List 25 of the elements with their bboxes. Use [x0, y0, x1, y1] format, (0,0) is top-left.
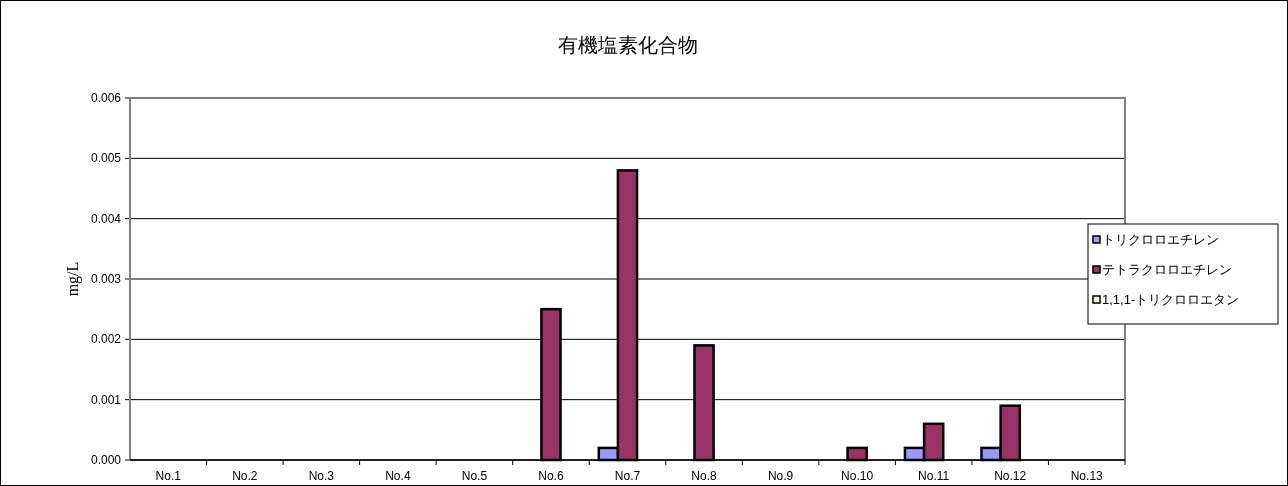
legend-label: トリクロロエチレン	[1102, 232, 1219, 247]
y-tick-label: 0.002	[90, 332, 122, 347]
chart-title: 有機塩素化合物	[557, 34, 698, 56]
x-tick-label: No.4	[385, 469, 411, 483]
y-tick-label: 0.006	[90, 91, 122, 105]
x-tick-label: No.1	[155, 469, 182, 483]
x-tick-label: No.10	[841, 469, 874, 483]
x-tick-label: No.7	[614, 469, 641, 483]
x-tick-label: No.11	[918, 469, 950, 483]
x-tick-label: No.5	[461, 469, 488, 483]
y-tick-label: 0.000	[90, 453, 122, 467]
y-axis-title: mg/L	[64, 261, 82, 297]
x-tick-label: No.3	[308, 469, 335, 483]
legend-label: テトラクロロエチレン	[1102, 262, 1232, 277]
legend-label: 1,1,1-トリクロロエタン	[1102, 292, 1240, 307]
x-tick-label: No.13	[1070, 469, 1104, 483]
x-tick-label: No.9	[767, 469, 794, 483]
x-tick-label: No.6	[538, 469, 564, 483]
x-tick-label: No.2	[232, 469, 258, 483]
y-tick-label: 0.003	[90, 272, 122, 286]
y-tick-label: 0.004	[90, 211, 122, 226]
y-tick-label: 0.005	[90, 151, 122, 166]
y-tick-label: 0.001	[90, 392, 122, 407]
x-tick-label: No.12	[994, 469, 1027, 483]
x-tick-label: No.8	[691, 469, 718, 483]
